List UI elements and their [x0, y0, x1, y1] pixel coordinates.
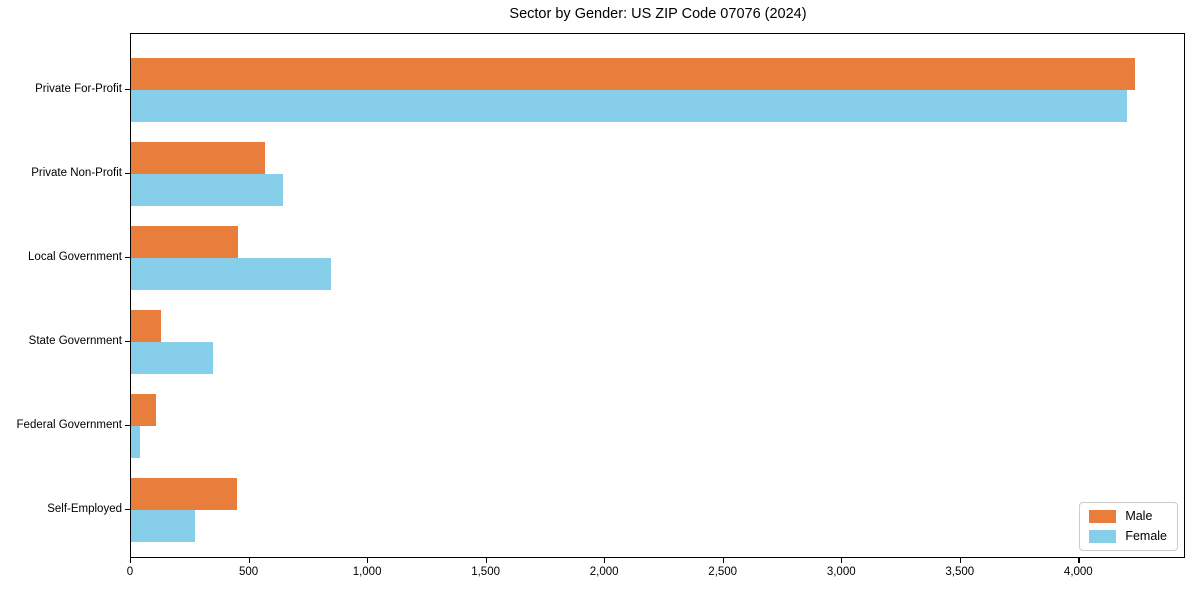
bar-male-3	[131, 226, 238, 258]
bar-female-4	[131, 342, 213, 374]
bar-male-6	[131, 478, 237, 510]
legend-entry-female: Female	[1089, 530, 1167, 543]
x-tick-label: 1,500	[471, 566, 500, 578]
x-tick-mark	[604, 558, 606, 563]
y-tick-mark	[125, 509, 130, 511]
y-tick-label: State Government	[28, 335, 122, 347]
y-tick-label: Federal Government	[16, 419, 122, 431]
y-tick-label: Private Non-Profit	[31, 167, 122, 179]
x-tick-label: 3,500	[945, 566, 975, 578]
y-tick-mark	[125, 173, 130, 175]
legend-swatch-male	[1089, 510, 1117, 523]
x-tick-mark	[248, 558, 250, 563]
legend-entry-male: Male	[1089, 510, 1167, 523]
bar-female-1	[131, 90, 1127, 122]
bar-female-5	[131, 426, 140, 458]
x-tick-label: 2,000	[589, 566, 619, 578]
x-tick-mark	[841, 558, 843, 563]
y-tick-mark	[125, 257, 130, 259]
x-tick-mark	[130, 558, 132, 563]
y-tick-mark	[125, 425, 130, 427]
legend-label: Male	[1125, 509, 1153, 523]
x-tick-label: 0	[126, 566, 134, 578]
legend-swatch-female	[1089, 530, 1117, 543]
y-tick-label: Private For-Profit	[35, 83, 122, 95]
x-tick-label: 3,000	[826, 566, 856, 578]
x-tick-label: 1,000	[352, 566, 382, 578]
x-tick-mark	[485, 558, 487, 563]
x-tick-label: 500	[238, 566, 259, 578]
y-tick-label: Self-Employed	[47, 503, 122, 515]
bar-female-6	[131, 510, 195, 542]
y-tick-mark	[125, 89, 130, 91]
y-tick-mark	[125, 341, 130, 343]
x-tick-mark	[367, 558, 369, 563]
y-tick-label: Local Government	[28, 251, 122, 263]
x-tick-mark	[722, 558, 724, 563]
bar-male-1	[131, 58, 1135, 90]
x-tick-mark	[959, 558, 961, 563]
x-tick-label: 2,500	[708, 566, 738, 578]
x-tick-label: 4,000	[1063, 566, 1093, 578]
chart-title: Sector by Gender: US ZIP Code 07076 (202…	[509, 6, 807, 22]
bar-female-2	[131, 174, 283, 206]
bar-male-2	[131, 142, 265, 174]
bar-female-3	[131, 258, 331, 290]
plot-area: Male Female	[130, 33, 1185, 558]
x-tick-mark	[1078, 558, 1080, 563]
legend-label: Female	[1125, 529, 1167, 543]
bar-male-4	[131, 310, 161, 342]
legend: Male Female	[1079, 502, 1178, 551]
bar-male-5	[131, 394, 156, 426]
